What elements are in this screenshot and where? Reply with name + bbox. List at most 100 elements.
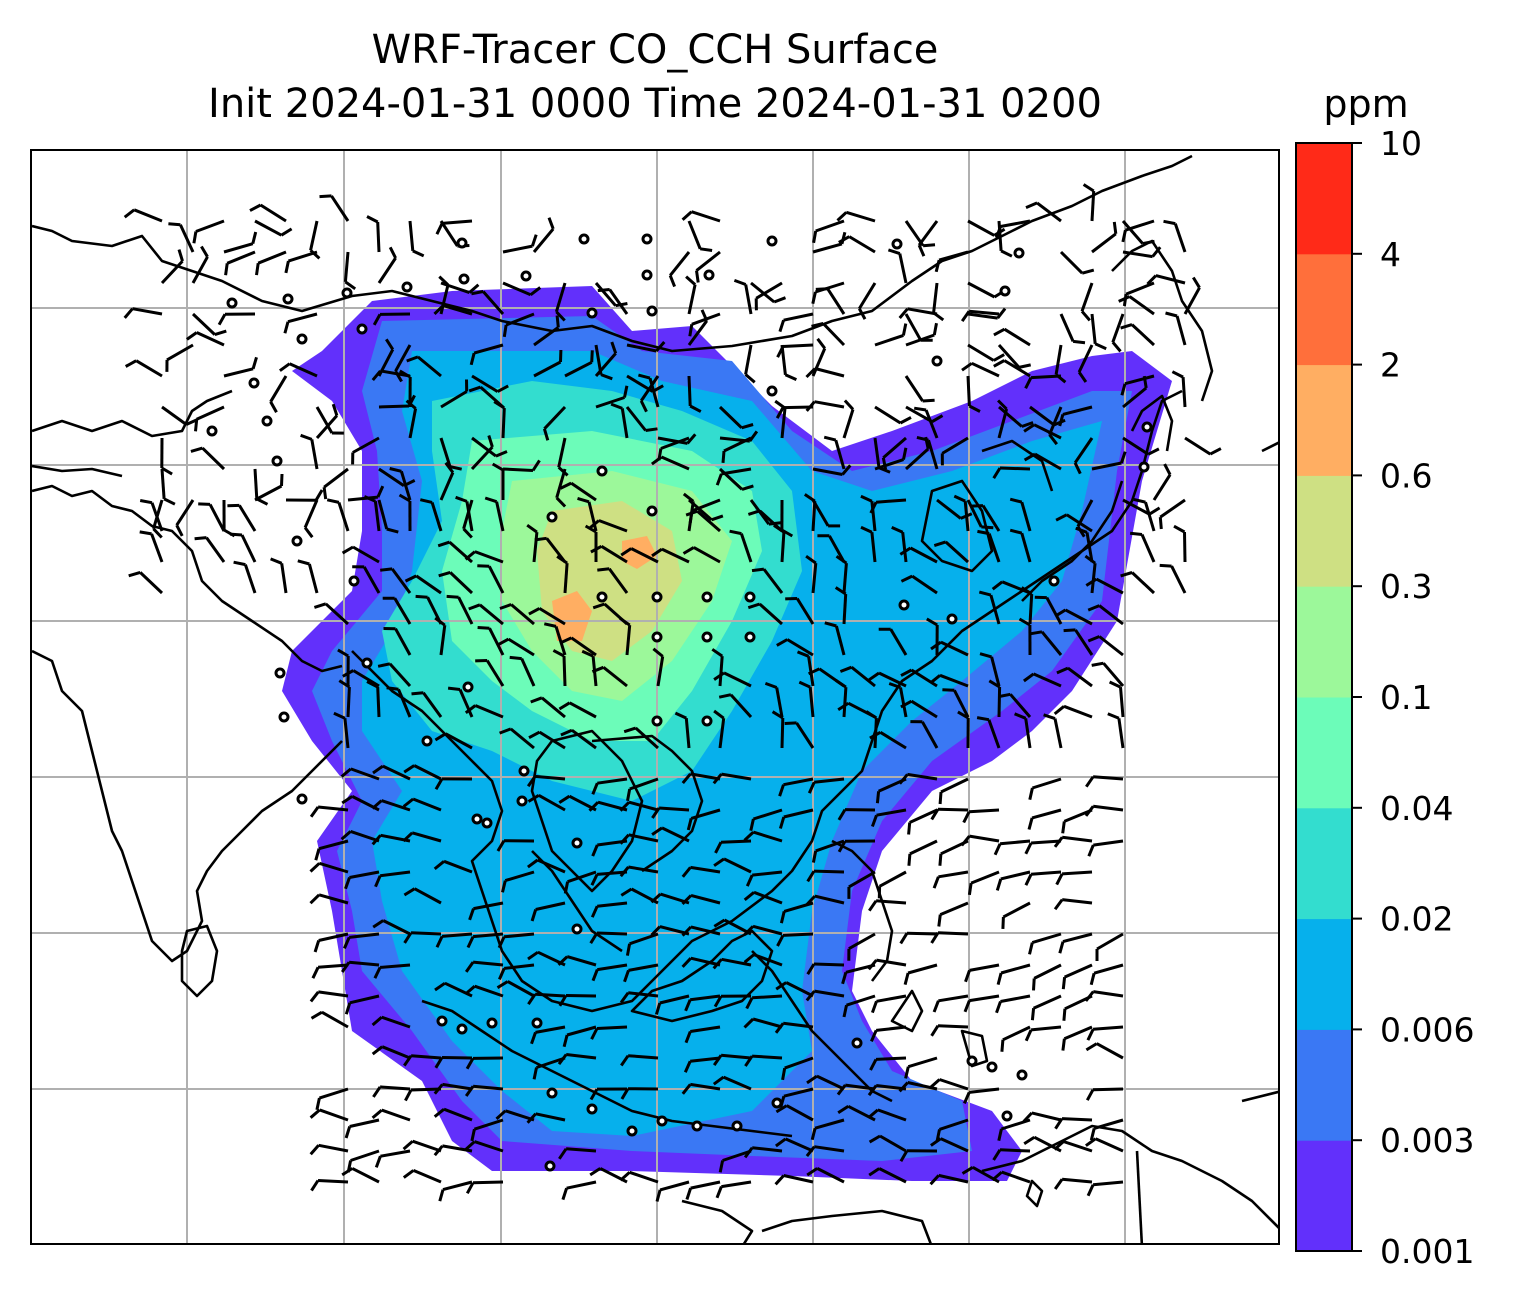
- wind-barb-icon: [477, 626, 505, 656]
- wind-barb-icon: [962, 808, 1000, 824]
- wind-barb-icon: [685, 509, 721, 533]
- wind-barb-icon: [1059, 313, 1086, 345]
- wind-barb-icon: [341, 545, 380, 564]
- wind-barb-icon: [847, 870, 876, 899]
- calm-wind-circle-icon: [481, 817, 493, 829]
- wind-barb-icon: [805, 894, 845, 906]
- wind-barb-icon: [1084, 990, 1124, 1002]
- wind-barb-icon: [623, 963, 659, 983]
- wind-barb-icon: [651, 806, 690, 819]
- wind-barb-icon: [775, 981, 814, 998]
- wind-barb-icon: [619, 865, 659, 878]
- calm-wind-circle-icon: [248, 377, 260, 389]
- wind-barb-icon: [477, 564, 505, 594]
- wind-barb-icon: [938, 777, 969, 805]
- wind-barb-icon: [674, 711, 691, 749]
- wind-barb-icon: [619, 616, 632, 656]
- wind-barb-icon: [509, 655, 536, 687]
- wind-barb-icon: [835, 679, 848, 718]
- calm-wind-circle-icon: [641, 233, 653, 245]
- wind-barb-icon: [333, 711, 350, 749]
- wind-barb-icon: [743, 830, 783, 843]
- wind-barb-icon: [371, 799, 411, 812]
- wind-barb-icon: [721, 436, 752, 464]
- wind-barb-icon: [1087, 839, 1124, 857]
- wind-barb-icon: [683, 1056, 721, 1073]
- calm-wind-circle-icon: [261, 415, 273, 427]
- wind-barb-icon: [1053, 898, 1093, 911]
- wind-barb-icon: [591, 963, 628, 982]
- wind-barb-icon: [217, 312, 256, 326]
- wind-barb-icon: [681, 772, 721, 785]
- colorbar-tick-label: 4: [1380, 235, 1401, 274]
- wind-barb-icon: [1107, 712, 1125, 749]
- colorbar-band: [1296, 918, 1352, 1030]
- wind-barb-icon: [930, 1024, 969, 1037]
- wind-barb-icon: [528, 607, 566, 626]
- calm-wind-circle-icon: [462, 681, 474, 693]
- wind-barb-icon: [527, 858, 566, 874]
- colorbar-band: [1296, 586, 1352, 698]
- wind-barb-icon: [340, 767, 380, 781]
- wind-barb-icon: [1090, 313, 1107, 351]
- calm-wind-circle-icon: [851, 1037, 863, 1049]
- wind-barb-icon: [687, 375, 702, 413]
- wind-barb-icon: [685, 1180, 721, 1200]
- wind-barb-icon: [1089, 963, 1124, 986]
- wind-barb-icon: [402, 1139, 442, 1153]
- wind-barb-icon: [556, 555, 569, 594]
- wind-barb-icon: [559, 636, 597, 657]
- wind-barb-icon: [590, 901, 628, 918]
- wind-barb-icon: [993, 327, 1031, 347]
- wind-barb-icon: [810, 1118, 845, 1141]
- wind-barb-icon: [805, 1145, 845, 1158]
- calm-wind-circle-icon: [586, 307, 598, 319]
- wind-barb-icon: [552, 649, 567, 687]
- wind-barb-icon: [380, 567, 412, 594]
- calm-wind-circle-icon: [458, 273, 470, 285]
- wind-barb-icon: [715, 467, 752, 486]
- colorbar-tick-label: 0.001: [1380, 1232, 1474, 1271]
- wind-barb-icon: [996, 963, 1031, 985]
- calm-wind-circle-icon: [701, 631, 713, 643]
- wind-barb-icon: [532, 1056, 566, 1080]
- colorbar-ticks: 0.001 0.003 0.006 0.02 0.04 0.1 0.3 0.6 2 4 10: [1352, 124, 1474, 1271]
- wind-barb-icon: [847, 932, 876, 961]
- wind-barb-icon: [681, 865, 721, 878]
- wind-barb-icon: [597, 567, 629, 594]
- wind-barb-icon: [681, 1082, 721, 1095]
- wind-barb-icon: [371, 1045, 411, 1060]
- calm-wind-circle-icon: [931, 355, 943, 367]
- wind-barb-icon: [1118, 295, 1155, 316]
- wind-barb-icon: [309, 805, 349, 818]
- colorbar-band: [1296, 475, 1352, 587]
- wind-barb-icon: [817, 534, 846, 563]
- wind-barb-icon: [1159, 563, 1187, 594]
- wind-barb-icon: [344, 1118, 380, 1139]
- wind-barb-icon: [998, 405, 1034, 428]
- wind-barb-icon: [530, 1025, 566, 1045]
- wind-barb-icon: [1023, 672, 1062, 688]
- wind-barb-icon: [377, 662, 412, 688]
- wind-barb-icon: [961, 361, 1000, 378]
- wind-barb-icon: [747, 602, 784, 626]
- wind-barb-icon: [557, 955, 597, 967]
- wind-barb-icon: [595, 385, 629, 409]
- wind-barb-icon: [992, 1148, 1031, 1161]
- wind-barb-icon: [470, 1118, 504, 1142]
- calm-wind-circle-icon: [656, 1115, 668, 1127]
- wind-barb-icon: [191, 245, 209, 284]
- wind-barb-icon: [1122, 436, 1160, 456]
- wind-barb-icon: [1061, 1025, 1093, 1051]
- wind-barb-icon: [434, 732, 473, 750]
- wind-barb-icon: [743, 953, 783, 967]
- wind-barb-icon: [865, 710, 878, 749]
- wind-barbs: [123, 183, 1222, 1202]
- wind-barb-icon: [713, 994, 752, 1008]
- wind-barb-icon: [1158, 498, 1186, 530]
- wind-barb-icon: [160, 468, 176, 506]
- wind-barb-icon: [340, 829, 380, 843]
- calm-wind-circle-icon: [651, 715, 663, 727]
- wind-barb-icon: [502, 281, 542, 297]
- wind-barb-icon: [812, 464, 852, 476]
